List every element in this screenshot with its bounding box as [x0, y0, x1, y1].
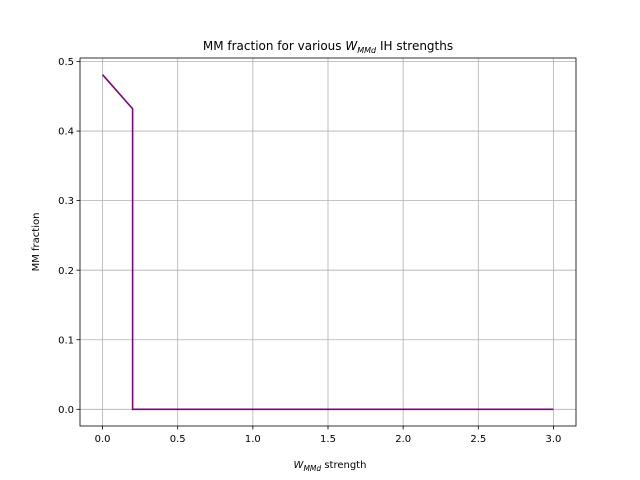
- x-tick-label-2: 1.0: [245, 434, 261, 445]
- x-tick-label-0: 0.0: [95, 434, 111, 445]
- y-tick-label-1: 0.1: [58, 335, 74, 346]
- y-axis-ticks: 0.0 0.1 0.2 0.3 0.4 0.5: [58, 57, 80, 416]
- chart-title-symbol: W: [345, 39, 358, 53]
- y-tick-label-4: 0.4: [58, 127, 74, 138]
- x-axis-title-symbol: W: [294, 460, 305, 471]
- x-axis-title-suffix: strength: [321, 460, 366, 471]
- y-axis-title: MM fraction: [31, 213, 42, 272]
- chart-title-prefix: MM fraction for various: [203, 39, 345, 53]
- x-tick-label-3: 1.5: [320, 434, 336, 445]
- x-tick-label-6: 3.0: [546, 434, 562, 445]
- y-tick-label-0: 0.0: [58, 405, 74, 416]
- x-tick-label-5: 2.5: [470, 434, 486, 445]
- series-layer: [101, 74, 554, 411]
- x-axis-title-subscript: MMd: [303, 464, 321, 473]
- y-tick-label-3: 0.3: [58, 196, 74, 207]
- y-tick-label-5: 0.5: [58, 57, 74, 68]
- chart-title-subscript: MMd: [357, 46, 377, 55]
- grid: [80, 58, 576, 426]
- chart-title-suffix: IH strengths: [376, 39, 453, 53]
- x-axis-title: WMMd strength: [294, 460, 367, 473]
- chart-title: MM fraction for various WMMd IH strength…: [203, 39, 453, 55]
- y-tick-label-2: 0.2: [58, 266, 74, 277]
- x-tick-label-1: 0.5: [170, 434, 186, 445]
- x-axis-ticks: 0.0 0.5 1.0 1.5 2.0 2.5 3.0: [95, 426, 562, 445]
- series-line-0: [101, 74, 554, 411]
- x-tick-label-4: 2.0: [395, 434, 411, 445]
